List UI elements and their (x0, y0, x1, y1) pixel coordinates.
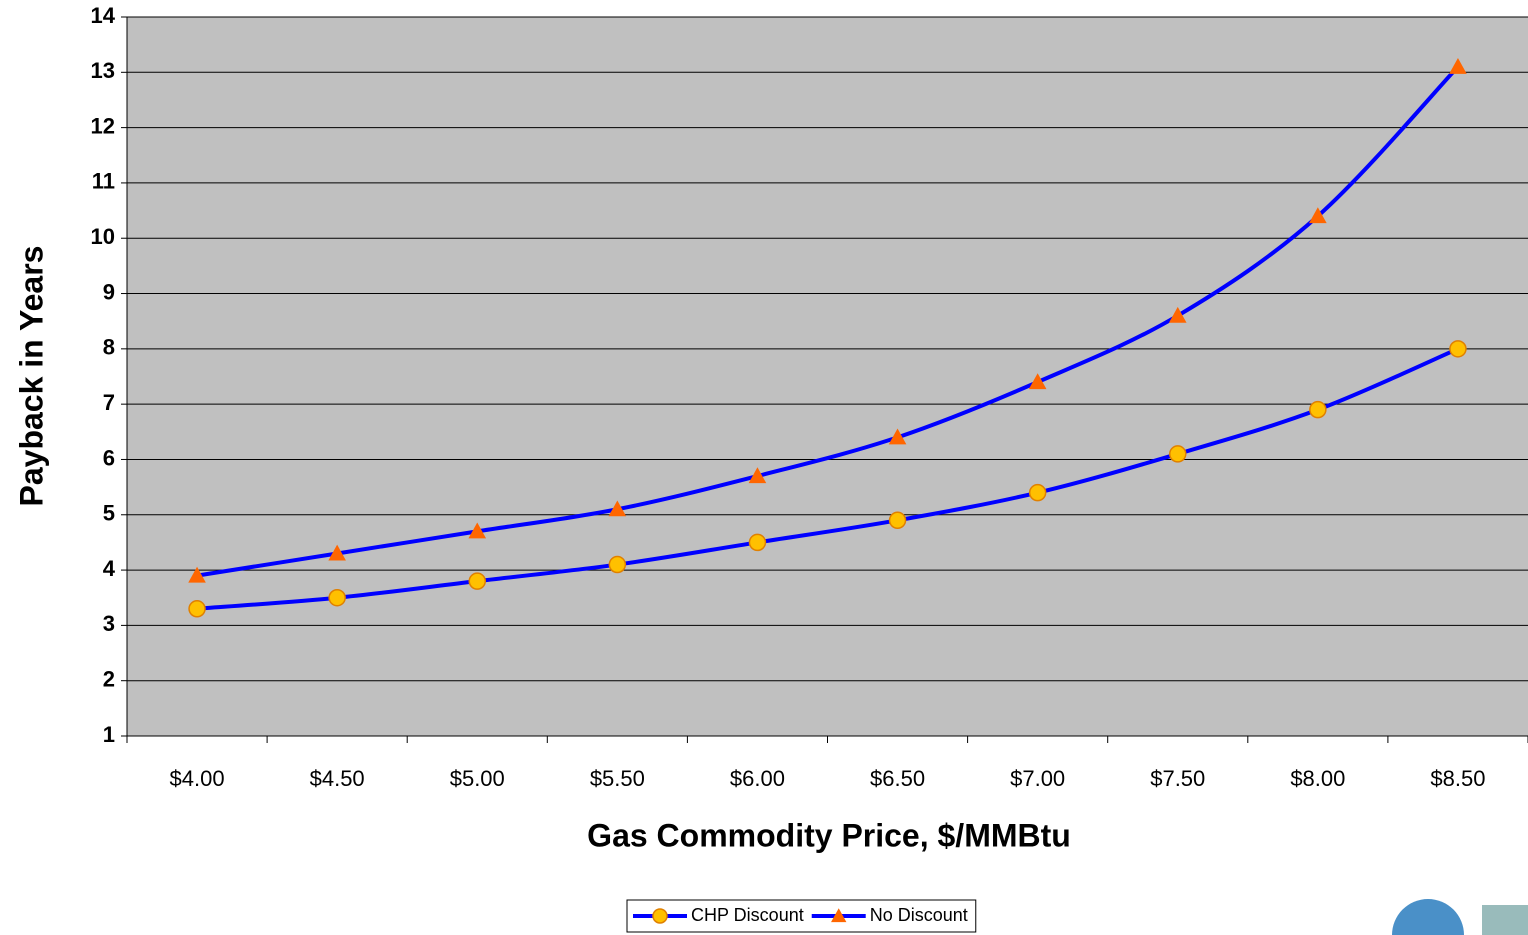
y-tick-label: 2 (103, 667, 115, 692)
y-tick-label: 10 (91, 224, 115, 249)
x-tick-label: $4.50 (310, 766, 365, 791)
marker (1030, 485, 1046, 501)
y-tick-label: 7 (103, 390, 115, 415)
legend-label: No Discount (870, 905, 968, 925)
x-tick-label: $8.00 (1290, 766, 1345, 791)
legend-label: CHP Discount (691, 905, 804, 925)
y-tick-label: 4 (103, 556, 116, 581)
y-tick-label: 13 (91, 58, 115, 83)
marker (469, 573, 485, 589)
chart: Gas Commodity Price, $/MMBtu Payback in … (0, 0, 1528, 935)
y-axis-title: Payback in Years (13, 246, 49, 507)
logo (1392, 899, 1528, 935)
x-tick-label: $5.00 (450, 766, 505, 791)
y-tick-label: 3 (103, 611, 115, 636)
x-tick-label: $6.50 (870, 766, 925, 791)
x-tick-label: $6.00 (730, 766, 785, 791)
x-tick-label: $8.50 (1430, 766, 1485, 791)
y-tick-label: 1 (103, 722, 115, 747)
legend: CHP Discount No Discount (627, 900, 976, 932)
y-tick-label: 12 (91, 113, 115, 138)
x-tick-label: $5.50 (590, 766, 645, 791)
marker (1310, 402, 1326, 418)
marker (890, 512, 906, 528)
y-tick-label: 6 (103, 445, 115, 470)
y-tick-label: 9 (103, 279, 115, 304)
x-tick-label: $7.50 (1150, 766, 1205, 791)
marker (749, 534, 765, 550)
y-tick-label: 5 (103, 501, 115, 526)
marker (329, 590, 345, 606)
y-tick-label: 14 (91, 3, 116, 28)
x-axis-title: Gas Commodity Price, $/MMBtu (587, 817, 1071, 853)
marker (1170, 446, 1186, 462)
x-tick-label: $7.00 (1010, 766, 1065, 791)
plot-area (127, 17, 1528, 736)
marker (1450, 341, 1466, 357)
x-tick-label: $4.00 (170, 766, 225, 791)
marker (653, 909, 667, 923)
marker (609, 557, 625, 573)
y-tick-label: 11 (92, 169, 115, 194)
marker (189, 601, 205, 617)
y-tick-label: 8 (103, 335, 115, 360)
